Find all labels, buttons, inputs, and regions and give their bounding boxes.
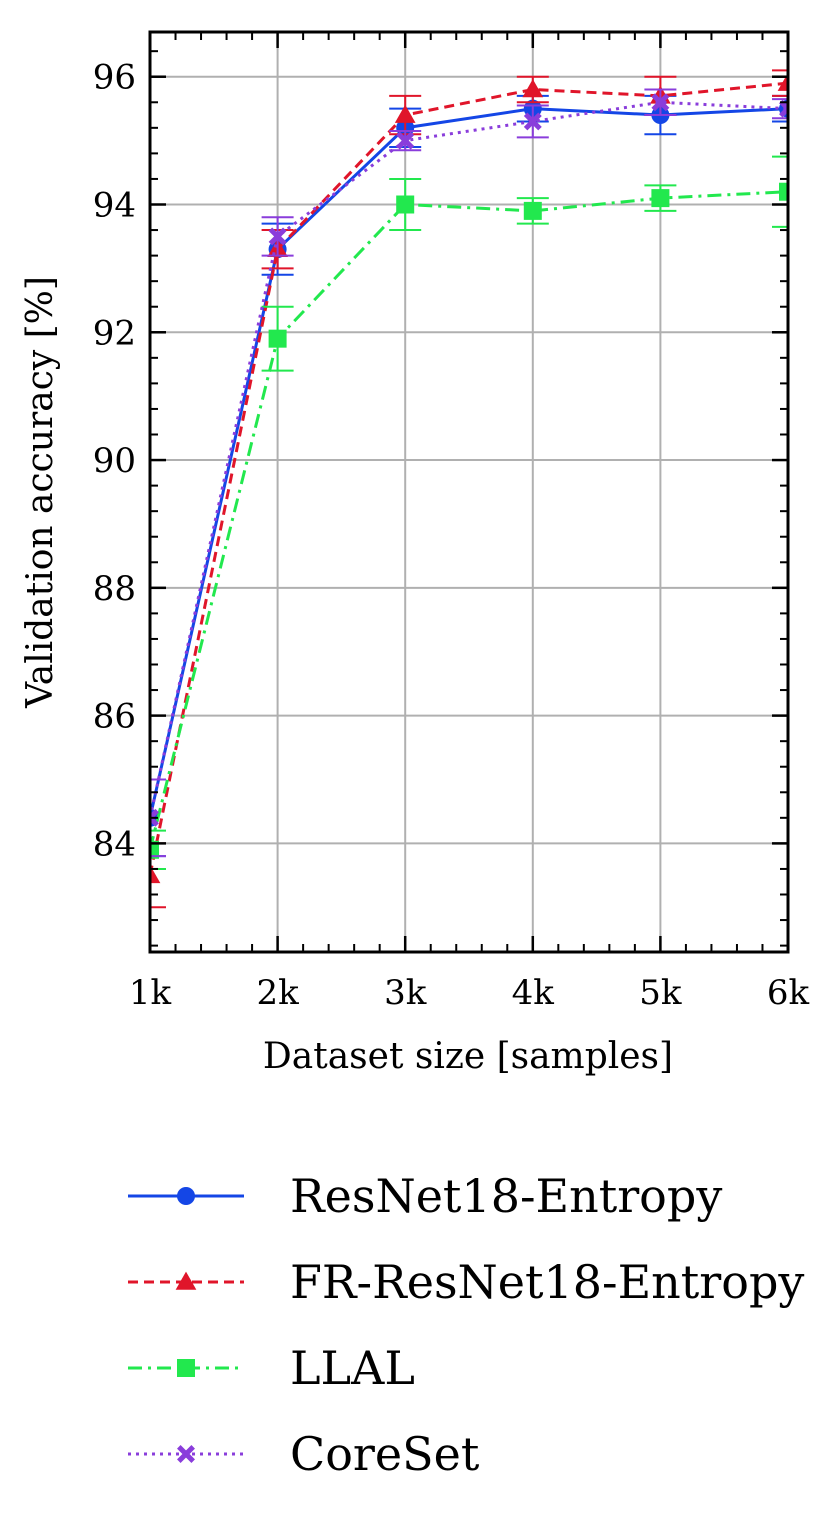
series-fr-resnet18-entropy [150, 69, 788, 909]
x-tick-label: 6k [767, 973, 810, 1013]
data-point [396, 131, 415, 150]
legend-label: CoreSet [290, 1427, 480, 1481]
data-point [523, 201, 542, 220]
x-tick-label: 3k [384, 973, 427, 1013]
error-bar [772, 155, 788, 228]
data-point [523, 112, 542, 131]
legend-label: LLAL [290, 1341, 415, 1395]
data-point [268, 227, 287, 246]
data-point [150, 808, 159, 827]
legend-entry: ResNet18-Entropy [128, 1169, 722, 1223]
error-bar [772, 98, 788, 120]
data-point [651, 189, 670, 208]
data-point [177, 1359, 195, 1377]
data-point [777, 72, 788, 91]
data-point [779, 182, 788, 201]
series-line [150, 107, 788, 819]
legend-label: ResNet18-Entropy [290, 1169, 722, 1223]
y-tick-label: 96 [93, 58, 136, 98]
y-tick-label: 84 [93, 824, 136, 864]
legend-entry: CoreSet [128, 1427, 480, 1481]
legend-entry: LLAL [128, 1341, 415, 1395]
data-point [522, 79, 544, 98]
data-point [396, 195, 415, 214]
x-axis-label: Dataset size [samples] [263, 1036, 673, 1077]
tick-labels: 1k 2k 3k 4k 5k 6k 84 86 88 90 92 94 96 [93, 58, 810, 1013]
series-llal [150, 155, 788, 870]
series-line [150, 81, 788, 876]
data-point [150, 840, 159, 859]
y-tick-label: 86 [93, 697, 136, 737]
series-coreset [150, 88, 788, 858]
series-resnet18-entropy [150, 94, 788, 858]
data-point [175, 1271, 197, 1290]
axes [148, 30, 790, 954]
y-tick-label: 94 [93, 186, 136, 226]
x-tick-label: 4k [512, 973, 555, 1013]
y-tick-label: 92 [93, 313, 136, 353]
error-bar [150, 778, 166, 858]
legend-label: FR-ResNet18-Entropy [290, 1255, 804, 1309]
y-tick-label: 88 [93, 569, 136, 609]
x-tick-label: 1k [129, 973, 172, 1013]
data-point [651, 93, 670, 112]
y-tick-label: 90 [93, 441, 136, 481]
legend: ResNet18-Entropy FR-ResNet18-Entropy LLAL C… [128, 1169, 804, 1481]
grid-lines [149, 32, 789, 952]
series-layer [150, 69, 788, 909]
error-bar [772, 69, 788, 97]
plot-frame [148, 30, 790, 954]
error-bar [150, 829, 166, 870]
series-line [150, 190, 788, 851]
x-tick-label: 5k [639, 973, 682, 1013]
data-point [177, 1187, 195, 1205]
y-axis-label: Validation accuracy [%] [20, 276, 61, 709]
data-point [394, 104, 416, 123]
x-tick-label: 2k [256, 973, 299, 1013]
data-point [177, 1445, 195, 1463]
data-point [779, 99, 788, 118]
data-point [268, 329, 287, 348]
legend-entry: FR-ResNet18-Entropy [128, 1255, 804, 1309]
series-line [150, 100, 788, 819]
